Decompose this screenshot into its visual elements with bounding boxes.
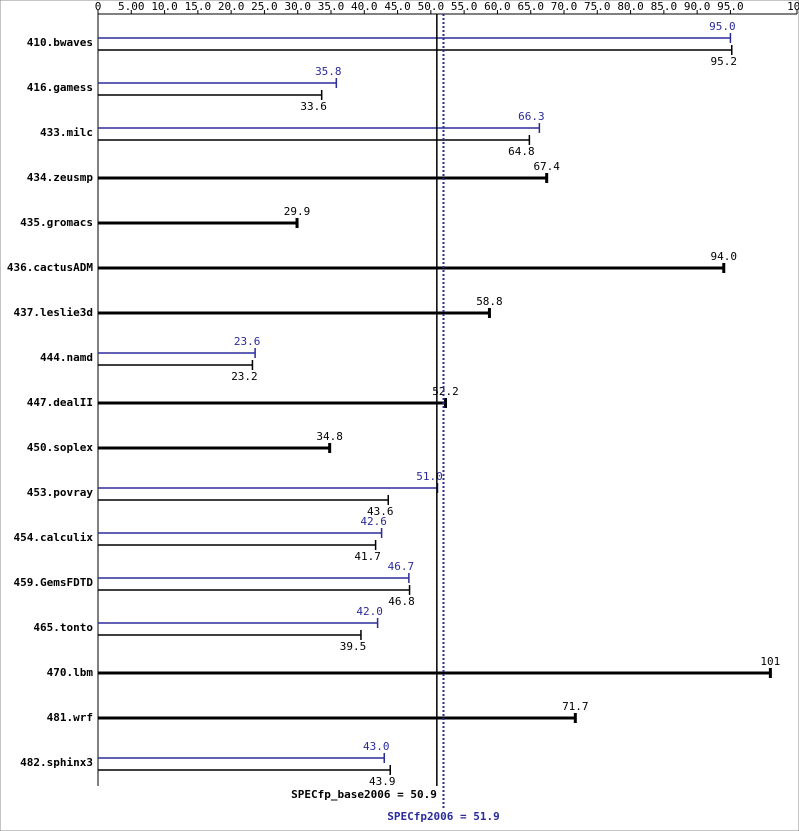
bar <box>98 33 732 43</box>
bar <box>98 360 254 370</box>
x-tick-label: 15.0 <box>185 0 212 13</box>
x-tick-label: 55.0 <box>451 0 478 13</box>
x-tick-label: 45.0 <box>384 0 411 13</box>
value-label: 52.2 <box>432 385 459 398</box>
bar <box>98 495 390 505</box>
category-label: 482.sphinx3 <box>20 756 93 769</box>
bar <box>98 398 448 408</box>
x-tick-label: 80.0 <box>617 0 644 13</box>
value-label: 42.0 <box>356 605 383 618</box>
category-label: 435.gromacs <box>20 216 93 229</box>
value-label: 33.6 <box>300 100 327 113</box>
value-label: 39.5 <box>340 640 367 653</box>
category-label: 459.GemsFDTD <box>14 576 94 589</box>
bar <box>98 45 733 55</box>
bar <box>98 713 577 723</box>
value-label: 43.6 <box>367 505 394 518</box>
x-tick-label: 75.0 <box>584 0 611 13</box>
x-tick-label: 35.0 <box>318 0 345 13</box>
value-label: 23.6 <box>234 335 261 348</box>
value-label: 66.3 <box>518 110 545 123</box>
value-label: 95.0 <box>709 20 736 33</box>
x-tick-label: 90.0 <box>684 0 711 13</box>
x-tick-label: 30.0 <box>284 0 311 13</box>
x-tick-label: 5.00 <box>118 0 145 13</box>
value-label: 34.8 <box>316 430 343 443</box>
x-tick-label: 105 <box>787 0 799 13</box>
value-label: 46.8 <box>388 595 415 608</box>
bar <box>98 308 491 318</box>
value-label: 43.9 <box>369 775 396 788</box>
value-label: 101 <box>760 655 780 668</box>
category-label: 434.zeusmp <box>27 171 94 184</box>
bar <box>98 585 411 595</box>
bar <box>98 218 299 228</box>
bar <box>98 90 323 100</box>
value-label: 58.8 <box>476 295 503 308</box>
x-tick-label: 95.0 <box>717 0 744 13</box>
value-label: 42.6 <box>360 515 387 528</box>
bar <box>98 443 332 453</box>
category-label: 447.dealII <box>27 396 93 409</box>
bar <box>98 135 531 145</box>
bar <box>98 573 410 583</box>
reference-label: SPECfp_base2006 = 50.9 <box>291 788 437 801</box>
value-label: 46.7 <box>388 560 415 573</box>
reference-label: SPECfp2006 = 51.9 <box>387 810 500 823</box>
bar <box>98 123 541 133</box>
x-tick-label: 70.0 <box>551 0 578 13</box>
category-label: 465.tonto <box>33 621 93 634</box>
bar <box>98 765 391 775</box>
category-label: 450.soplex <box>27 441 94 454</box>
category-label: 436.cactusADM <box>7 261 93 274</box>
value-label: 71.7 <box>562 700 589 713</box>
x-tick-label: 60.0 <box>484 0 511 13</box>
value-label: 64.8 <box>508 145 535 158</box>
x-tick-label: 10.0 <box>151 0 178 13</box>
category-label: 470.lbm <box>47 666 94 679</box>
value-label: 51.0 <box>416 470 443 483</box>
category-label: 416.gamess <box>27 81 93 94</box>
value-label: 67.4 <box>533 160 560 173</box>
value-label: 41.7 <box>354 550 381 563</box>
bar <box>98 348 256 358</box>
x-tick-label: 40.0 <box>351 0 378 13</box>
bar <box>98 753 386 763</box>
value-label: 23.2 <box>231 370 258 383</box>
x-tick-label: 85.0 <box>651 0 678 13</box>
value-label: 94.0 <box>711 250 738 263</box>
category-label: 410.bwaves <box>27 36 93 49</box>
category-label: 444.namd <box>40 351 93 364</box>
bar <box>98 173 549 183</box>
bar <box>98 528 383 538</box>
bar <box>98 78 338 88</box>
value-label: 43.0 <box>363 740 390 753</box>
x-tick-label: 0 <box>95 0 102 13</box>
bar <box>98 668 772 678</box>
x-tick-label: 65.0 <box>517 0 544 13</box>
x-tick-label: 20.0 <box>218 0 245 13</box>
category-label: 481.wrf <box>47 711 93 724</box>
value-label: 95.2 <box>711 55 738 68</box>
bar <box>98 263 726 273</box>
x-tick-label: 25.0 <box>251 0 278 13</box>
category-label: 454.calculix <box>14 531 94 544</box>
bar <box>98 630 362 640</box>
bar <box>98 618 379 628</box>
value-label: 29.9 <box>284 205 311 218</box>
bar <box>98 540 377 550</box>
category-label: 453.povray <box>27 486 94 499</box>
x-tick-label: 50.0 <box>418 0 445 13</box>
category-label: 437.leslie3d <box>14 306 93 319</box>
value-label: 35.8 <box>315 65 342 78</box>
category-label: 433.milc <box>40 126 93 139</box>
